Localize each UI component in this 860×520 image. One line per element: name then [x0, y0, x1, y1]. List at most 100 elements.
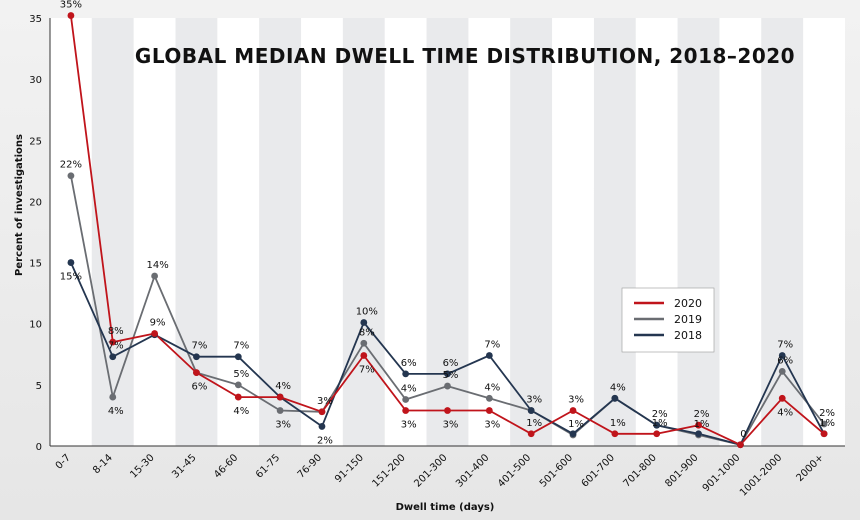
data-point-2018	[109, 353, 117, 361]
data-point-2020	[569, 407, 577, 414]
data-point-2018	[569, 430, 577, 438]
data-label-2019: 1%	[568, 419, 584, 430]
data-label-2020: 3%	[317, 396, 333, 407]
data-label-2018: 7%	[777, 340, 793, 351]
x-tick-label: 0-7	[54, 452, 73, 471]
data-point-2020	[736, 441, 744, 449]
data-label-2019: 5%	[233, 369, 249, 380]
data-label-2018: 7%	[484, 340, 500, 351]
data-point-2018	[778, 352, 786, 359]
data-point-2019	[485, 394, 493, 402]
data-label-2019: 14%	[146, 260, 168, 271]
x-tick-label: 46-60	[212, 452, 240, 480]
legend-label-2018: 2018	[674, 329, 702, 342]
x-tick-label: 801-900	[663, 452, 700, 489]
data-point-2020	[67, 12, 75, 19]
y-tick-label: 15	[29, 259, 42, 270]
data-label-2019: 4%	[484, 382, 500, 393]
data-labels: 35%8%9%6%4%4%3%7%3% 3% 3% 1%3%1% 1%2% 4%1%22%…	[60, 0, 835, 446]
data-point-2020	[485, 407, 493, 414]
x-tick-label: 15-30	[128, 452, 156, 480]
legend: 2020 2019 2018	[621, 287, 715, 353]
column-band	[719, 18, 762, 446]
data-point-2020	[402, 407, 410, 414]
data-point-2018	[695, 430, 702, 438]
data-label-2020: 3%	[401, 420, 417, 431]
y-tick-label: 25	[29, 136, 42, 147]
column-band	[301, 18, 343, 446]
data-point-2019	[778, 368, 786, 375]
data-label-2019: 22%	[60, 160, 82, 171]
x-tick-label: 61-75	[254, 452, 282, 480]
data-point-2020	[360, 352, 368, 359]
column-band	[510, 18, 553, 446]
x-tick-label: 201-300	[412, 452, 449, 489]
x-tick-label: 901-1000	[701, 452, 743, 494]
data-label-2020: 3%	[443, 420, 459, 431]
data-label-2020: 8%	[108, 326, 124, 337]
data-point-2020	[276, 393, 284, 401]
data-label-2020: 1%	[819, 418, 835, 429]
data-label-2019: 4%	[610, 382, 626, 393]
data-point-2019	[234, 381, 242, 389]
column-band	[552, 18, 594, 446]
x-tick-label: 1001-2000	[738, 452, 784, 498]
data-point-2019	[109, 393, 117, 401]
x-tick-label: 2000+	[795, 452, 827, 484]
data-point-2018	[653, 421, 661, 429]
data-point-2020	[820, 430, 828, 438]
y-tick-label: 30	[29, 75, 42, 86]
x-tick-label: 91-150	[333, 452, 366, 485]
data-label-2018: 6%	[401, 358, 417, 369]
y-tick-label: 20	[29, 197, 42, 208]
data-point-2019	[820, 420, 828, 428]
data-label-2018: 2%	[317, 435, 333, 446]
series-points	[67, 12, 828, 449]
x-tick-label: 701-800	[621, 452, 658, 489]
data-label-2020: 2%	[694, 409, 710, 420]
data-label-2019: 4%	[108, 406, 124, 417]
x-tick-label: 301-400	[454, 452, 491, 489]
data-label-2019: 4%	[401, 384, 417, 395]
data-point-2018	[527, 407, 535, 414]
data-point-2018	[318, 423, 326, 430]
column-band	[677, 18, 720, 446]
data-point-2020	[193, 369, 200, 377]
data-point-2019	[67, 172, 75, 180]
x-tick-labels: 0-7 8-14 15-30 31-45 46-60 61-75 76-90 91-150 15…	[54, 452, 826, 498]
data-label-2020: 4%	[233, 406, 249, 417]
x-tick-label: 401-500	[496, 452, 533, 489]
y-tick-label: 10	[29, 320, 42, 331]
y-tick-labels: 0 5 10 15 20 25 30 35	[29, 14, 42, 453]
y-axis-title: Percent of investigations	[14, 134, 25, 276]
data-label-2020: 1%	[610, 418, 626, 429]
data-point-2018	[444, 370, 451, 378]
x-tick-label: 76-90	[296, 452, 324, 480]
data-point-2019	[444, 382, 451, 390]
data-label-2020: 9%	[150, 317, 166, 328]
column-band	[133, 18, 176, 446]
data-point-2018	[611, 394, 619, 402]
x-tick-label: 151-200	[370, 452, 407, 489]
data-point-2020	[653, 430, 661, 438]
column-band	[342, 18, 385, 446]
y-tick-label: 0	[36, 442, 42, 453]
axes	[49, 18, 845, 447]
data-point-2019	[360, 339, 368, 347]
data-label-2020: 6%	[192, 382, 208, 393]
column-band	[217, 18, 260, 446]
data-label-2018: 7%	[108, 341, 124, 352]
data-label-2018: 2%	[652, 409, 668, 420]
column-bands	[50, 18, 845, 446]
legend-label-2020: 2020	[674, 297, 702, 310]
data-point-2020	[778, 394, 786, 402]
column-band	[803, 18, 845, 446]
data-label-2020: 7%	[359, 365, 375, 376]
column-band	[426, 18, 469, 446]
data-point-2020	[234, 393, 242, 401]
data-label-2019: 6%	[777, 355, 793, 366]
data-point-2018	[234, 353, 242, 361]
data-label-2018: 15%	[60, 272, 82, 283]
